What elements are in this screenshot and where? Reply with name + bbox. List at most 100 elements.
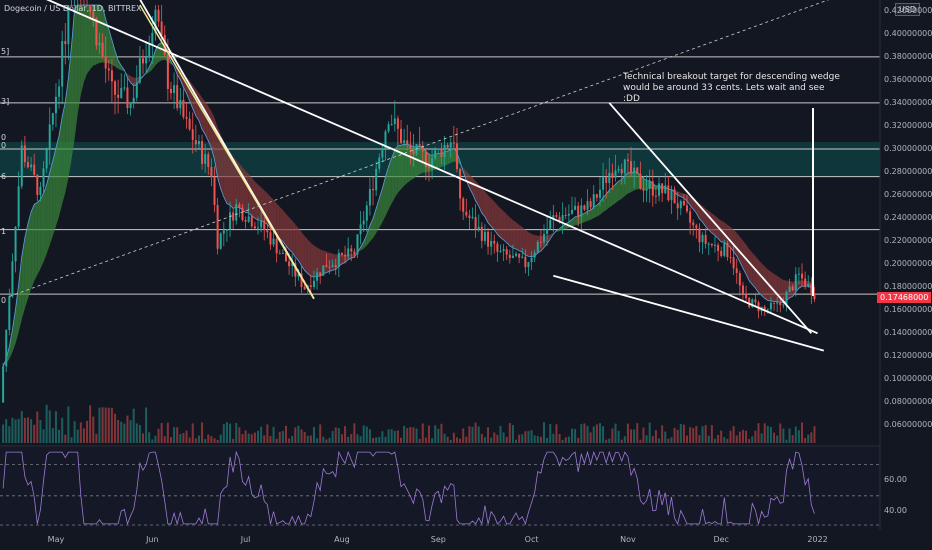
volume-bar bbox=[704, 425, 707, 443]
candle-body bbox=[275, 238, 278, 254]
time-tick-label: 2022 bbox=[807, 535, 828, 544]
currency-button[interactable]: USD bbox=[895, 3, 921, 16]
candle-body bbox=[325, 265, 328, 268]
ribbon-segment bbox=[755, 255, 759, 293]
candle-body bbox=[23, 145, 26, 163]
candle-body bbox=[515, 253, 518, 256]
candle-body bbox=[527, 262, 530, 268]
volume-bar bbox=[387, 429, 390, 443]
edge-label: 5] bbox=[1, 47, 10, 56]
candle-body bbox=[337, 252, 340, 267]
ribbon-segment bbox=[363, 234, 367, 249]
candle-body bbox=[191, 129, 194, 141]
volume-bar bbox=[636, 423, 639, 443]
candle-body bbox=[350, 248, 353, 252]
candle-body bbox=[741, 285, 744, 294]
ema-fast-line bbox=[2, 4, 815, 367]
candle-body bbox=[400, 128, 403, 143]
ribbon-segment bbox=[621, 175, 625, 199]
candle-body bbox=[530, 257, 533, 263]
candle-body bbox=[782, 304, 785, 306]
ribbon-segment bbox=[764, 266, 768, 301]
ribbon-segment bbox=[40, 193, 44, 269]
volume-bar bbox=[54, 411, 57, 443]
ribbon-segment bbox=[519, 224, 523, 252]
volume-bar bbox=[645, 435, 648, 443]
ribbon-segment bbox=[752, 252, 756, 289]
price-tick-label: 0.30000000 bbox=[884, 144, 932, 153]
volume-bar bbox=[378, 437, 381, 443]
candle-body bbox=[555, 215, 558, 217]
candle-body bbox=[26, 162, 29, 168]
volume-bar bbox=[51, 428, 54, 443]
dashed-rising-line bbox=[9, 0, 830, 297]
volume-bar bbox=[508, 423, 511, 443]
trendlines bbox=[9, 0, 830, 352]
volume-bar bbox=[76, 429, 79, 443]
ribbon-segment bbox=[373, 208, 377, 238]
last-price-tag: 0.17468000 bbox=[877, 292, 932, 303]
volume-bar bbox=[807, 434, 810, 443]
candle-body bbox=[126, 87, 129, 109]
ribbon-segment bbox=[217, 126, 221, 189]
ribbon-segment bbox=[49, 160, 53, 245]
time-tick-label: Oct bbox=[524, 535, 539, 544]
volume-bar bbox=[353, 423, 356, 443]
candle-body bbox=[117, 94, 120, 98]
volume-bar bbox=[11, 417, 14, 443]
candle-body bbox=[312, 280, 315, 288]
volume-bar bbox=[626, 423, 629, 443]
ribbon-segment bbox=[258, 184, 262, 221]
ribbon-segment bbox=[77, 5, 81, 114]
volume-bar bbox=[107, 407, 110, 443]
ribbon-segment bbox=[233, 156, 237, 209]
candle-body bbox=[334, 265, 337, 267]
candle-body bbox=[403, 140, 406, 143]
volume-bar bbox=[791, 435, 794, 443]
candle-body bbox=[505, 249, 508, 255]
candle-body bbox=[785, 291, 788, 305]
ribbon-segment bbox=[74, 5, 78, 139]
candle-body bbox=[107, 68, 110, 71]
candle-body bbox=[421, 145, 424, 152]
candle-body bbox=[673, 189, 676, 204]
volume-bar bbox=[210, 436, 213, 443]
volume-bar bbox=[608, 438, 611, 443]
candle-body bbox=[141, 58, 144, 64]
volume-bar bbox=[169, 437, 172, 443]
volume-bar bbox=[36, 411, 39, 443]
candle-body bbox=[620, 169, 623, 174]
ribbon-segment bbox=[62, 102, 66, 204]
candle-body bbox=[241, 207, 244, 220]
volume-bar bbox=[291, 435, 294, 443]
ribbon-segment bbox=[603, 194, 607, 213]
volume-bar bbox=[207, 434, 210, 443]
volume-bar bbox=[813, 426, 816, 443]
volume-bar bbox=[123, 423, 126, 443]
volume-bar bbox=[738, 431, 741, 443]
volume-bar bbox=[440, 423, 443, 443]
candle-body bbox=[745, 293, 748, 299]
candle-body bbox=[539, 241, 542, 243]
volume-bar bbox=[138, 424, 141, 443]
volume-bar bbox=[272, 426, 275, 443]
volume-bar bbox=[549, 424, 552, 443]
volume-bar bbox=[651, 436, 654, 443]
volume-bar bbox=[278, 431, 281, 443]
candle-body bbox=[455, 143, 458, 169]
candle-body bbox=[201, 140, 204, 164]
volume-bar bbox=[483, 437, 486, 443]
volume-bar bbox=[253, 432, 256, 443]
ribbon-segment bbox=[770, 271, 775, 302]
volume-bar bbox=[294, 427, 297, 443]
volume-bar bbox=[745, 430, 748, 443]
ribbon-segment bbox=[65, 78, 69, 193]
ribbon-segment bbox=[326, 251, 330, 273]
time-tick-label: Sep bbox=[430, 535, 446, 544]
candle-body bbox=[732, 257, 735, 269]
candle-body bbox=[309, 285, 312, 288]
volume-bar bbox=[222, 424, 225, 443]
time-tick-label: Jun bbox=[146, 535, 159, 544]
volume-bar bbox=[365, 426, 368, 443]
